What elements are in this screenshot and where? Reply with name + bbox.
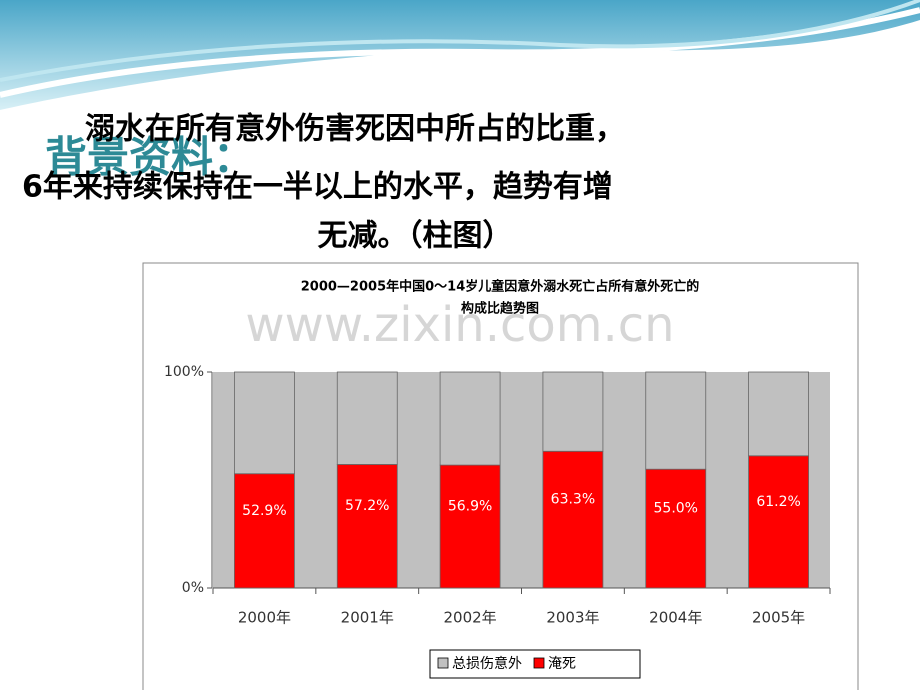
plot-area bbox=[213, 372, 830, 588]
bar-segment bbox=[542, 450, 604, 589]
x-tick-label: 2000年 bbox=[238, 609, 291, 627]
header-stripe bbox=[0, 0, 920, 82]
bar-segment bbox=[542, 371, 604, 452]
bar-segment bbox=[234, 371, 295, 475]
bar-segment bbox=[336, 371, 398, 465]
value-label: 56.9% bbox=[448, 499, 492, 515]
bar-segment bbox=[645, 468, 707, 589]
heading: 背景资料： bbox=[45, 133, 255, 182]
legend-label: 淹死 bbox=[548, 656, 576, 672]
bar-segment bbox=[748, 455, 809, 589]
bar-segment bbox=[645, 371, 707, 470]
body-line: 6年来持续保持在一半以上的水平，趋势有增 bbox=[22, 170, 613, 205]
chart-title: 2000—2005年中国0～14岁儿童因意外溺水死亡占所有意外死亡的 bbox=[301, 279, 700, 295]
bar-segment bbox=[336, 464, 398, 589]
body-line: 无减。（柱图） bbox=[318, 219, 513, 254]
body-line: 溺水在所有意外伤害死因中所占的比重， bbox=[85, 112, 625, 147]
chart-title: 构成比趋势图 bbox=[461, 301, 539, 317]
legend-swatch bbox=[437, 657, 449, 669]
x-tick-label: 2004年 bbox=[649, 609, 702, 627]
y-tick-label: 100% bbox=[164, 364, 204, 380]
value-label: 63.3% bbox=[551, 492, 595, 508]
bar-segment bbox=[439, 464, 501, 589]
value-label: 61.2% bbox=[756, 494, 800, 510]
legend-swatch bbox=[533, 657, 545, 669]
value-label: 55.0% bbox=[654, 501, 698, 517]
x-tick-label: 2001年 bbox=[341, 609, 394, 627]
value-label: 52.9% bbox=[242, 503, 286, 519]
value-label: 57.2% bbox=[345, 498, 389, 514]
bar-segment bbox=[439, 371, 501, 466]
x-tick-label: 2003年 bbox=[546, 609, 599, 627]
x-tick-label: 2005年 bbox=[752, 609, 805, 627]
header-wave bbox=[0, 0, 920, 110]
x-tick-label: 2002年 bbox=[443, 609, 496, 627]
legend-label: 总损伤意外 bbox=[452, 655, 522, 672]
bar-segment bbox=[748, 371, 809, 457]
bar-segment bbox=[234, 473, 295, 589]
y-tick-label: 0% bbox=[182, 580, 204, 596]
